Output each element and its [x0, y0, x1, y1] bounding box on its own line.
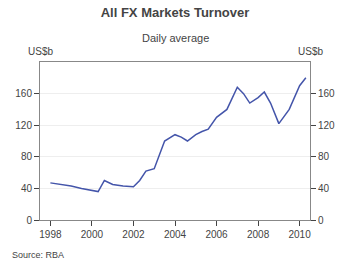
svg-text:80: 80	[21, 151, 33, 162]
svg-text:2010: 2010	[288, 229, 311, 240]
svg-text:40: 40	[21, 183, 33, 194]
svg-text:All FX Markets Turnover: All FX Markets Turnover	[101, 5, 250, 20]
svg-text:2006: 2006	[205, 229, 228, 240]
svg-text:Daily average: Daily average	[142, 32, 209, 44]
svg-text:160: 160	[318, 88, 335, 99]
svg-text:US$b: US$b	[28, 46, 53, 57]
svg-text:0: 0	[26, 215, 32, 226]
svg-text:2008: 2008	[247, 229, 270, 240]
svg-text:40: 40	[318, 183, 330, 194]
svg-text:0: 0	[318, 215, 324, 226]
svg-text:160: 160	[15, 88, 32, 99]
svg-text:80: 80	[318, 151, 330, 162]
svg-text:2002: 2002	[122, 229, 145, 240]
svg-text:2000: 2000	[81, 229, 104, 240]
svg-text:US$b: US$b	[298, 46, 323, 57]
svg-text:Source: RBA: Source: RBA	[12, 250, 64, 260]
svg-text:120: 120	[318, 120, 335, 131]
svg-text:2004: 2004	[164, 229, 187, 240]
svg-text:1998: 1998	[39, 229, 62, 240]
svg-text:120: 120	[15, 120, 32, 131]
